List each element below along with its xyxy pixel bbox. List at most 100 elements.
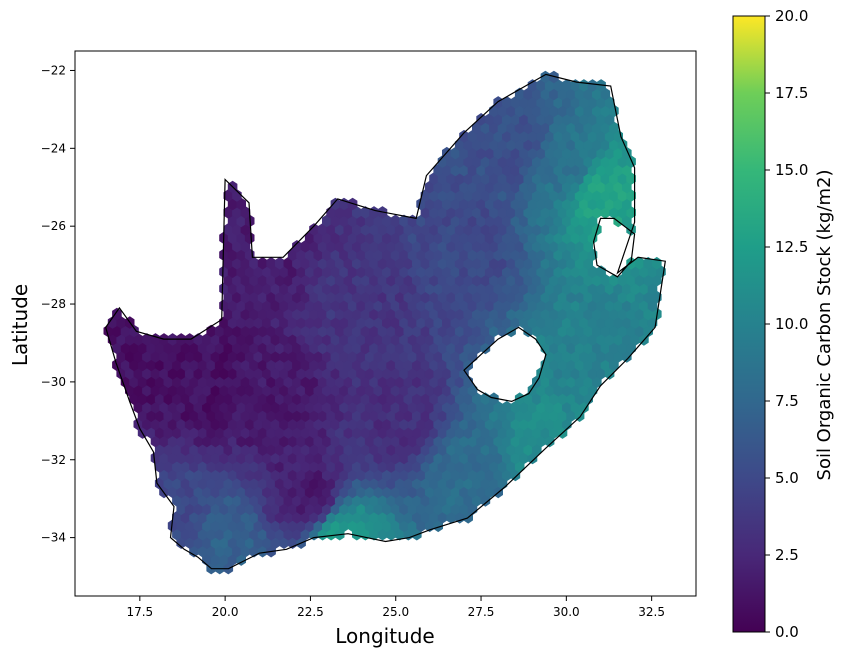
hex-cell <box>484 265 495 278</box>
hex-cell <box>566 273 576 287</box>
hex-cell <box>313 434 324 448</box>
hex-cell <box>274 443 285 456</box>
hex-cell <box>369 341 379 355</box>
hex-cell <box>219 400 229 414</box>
axes-frame <box>74 50 697 597</box>
hex-cell <box>562 350 572 363</box>
hex-cell <box>420 375 431 389</box>
hex-cell <box>287 367 298 380</box>
hex-cell <box>326 494 336 507</box>
hex-cell <box>356 417 366 431</box>
colorbar-tick-label: 15.0 <box>775 161 808 179</box>
hex-cell <box>540 121 551 135</box>
hex-cell <box>450 485 461 499</box>
hex-cell <box>609 189 619 202</box>
hex-cell <box>279 502 289 516</box>
hex-cell <box>407 333 418 346</box>
hex-cell <box>347 383 358 397</box>
hex-cell <box>137 409 148 422</box>
hex-cell <box>553 333 563 346</box>
hex-cell <box>579 400 589 414</box>
hex-cell <box>270 451 281 465</box>
hex-cell <box>424 417 435 431</box>
hex-cell <box>454 375 465 389</box>
hex-cell <box>544 214 555 228</box>
hex-cell <box>476 468 486 482</box>
hex-cell <box>352 307 362 321</box>
hex-cell <box>514 392 525 406</box>
hex-cell <box>549 223 559 236</box>
hex-cell <box>493 197 503 211</box>
hex-cell <box>300 324 311 338</box>
hex-cell <box>476 231 486 245</box>
hex-cell <box>163 341 174 355</box>
hex-cell <box>236 468 246 482</box>
hex-cell <box>154 426 165 439</box>
hex-cell <box>232 273 242 287</box>
hex-cell <box>433 282 443 295</box>
hex-cell <box>514 206 525 219</box>
hex-cell <box>206 494 216 507</box>
hex-cell <box>630 265 641 278</box>
hex-cell <box>647 282 658 295</box>
hex-cell <box>600 273 611 287</box>
hex-cell <box>502 248 512 262</box>
hex-cell <box>480 477 491 490</box>
hex-cell <box>626 324 636 338</box>
hex-cell <box>296 434 306 448</box>
hex-cell <box>497 172 508 185</box>
hex-cell <box>197 443 208 456</box>
hex-cell <box>270 299 281 312</box>
hex-cell <box>197 544 208 558</box>
hex-cell <box>484 163 495 177</box>
hex-cell <box>420 324 431 338</box>
hex-cell <box>429 206 439 219</box>
hex-cell <box>304 265 315 278</box>
hex-cell <box>300 273 311 287</box>
hex-cell <box>429 510 439 524</box>
hex-cell <box>570 383 581 397</box>
hex-cell <box>403 375 414 389</box>
hex-cell <box>600 172 611 185</box>
hex-cell <box>579 214 589 228</box>
hex-cell <box>167 417 178 431</box>
hex-cell <box>412 409 422 422</box>
hex-cell <box>459 299 469 312</box>
hex-cell <box>634 256 645 270</box>
hex-cell <box>343 290 354 304</box>
hex-cell <box>240 324 251 338</box>
hex-cell <box>622 333 632 346</box>
hex-cell <box>244 417 255 431</box>
hex-cell <box>570 113 581 126</box>
hex-cell <box>497 206 508 219</box>
hex-cell <box>433 350 443 363</box>
hex-cell <box>527 451 538 465</box>
hex-cell <box>450 383 461 397</box>
hex-cell <box>514 307 525 321</box>
hex-cell <box>270 417 281 431</box>
hex-cell <box>176 502 186 516</box>
hex-cell <box>553 417 563 431</box>
colorbar-tick-label: 17.5 <box>775 84 808 102</box>
hex-cell <box>206 358 216 372</box>
hex-cell <box>223 477 234 490</box>
hex-cell <box>382 519 392 533</box>
hex-cell <box>296 299 306 312</box>
hex-cell <box>579 197 589 211</box>
hex-cell <box>210 468 221 482</box>
hex-cell <box>407 451 418 465</box>
hex-cell <box>566 121 576 135</box>
hex-cell <box>249 256 259 270</box>
hex-cell <box>454 443 465 456</box>
hex-cell <box>544 96 555 109</box>
hex-cell <box>266 510 276 524</box>
hex-cell <box>257 307 268 321</box>
hex-cell <box>442 367 452 380</box>
hex-cell <box>279 299 289 312</box>
hex-cell <box>112 324 122 338</box>
hex-cell <box>214 494 225 507</box>
hex-cell <box>532 409 542 422</box>
hex-cell <box>493 451 503 465</box>
hex-cell <box>197 358 208 372</box>
